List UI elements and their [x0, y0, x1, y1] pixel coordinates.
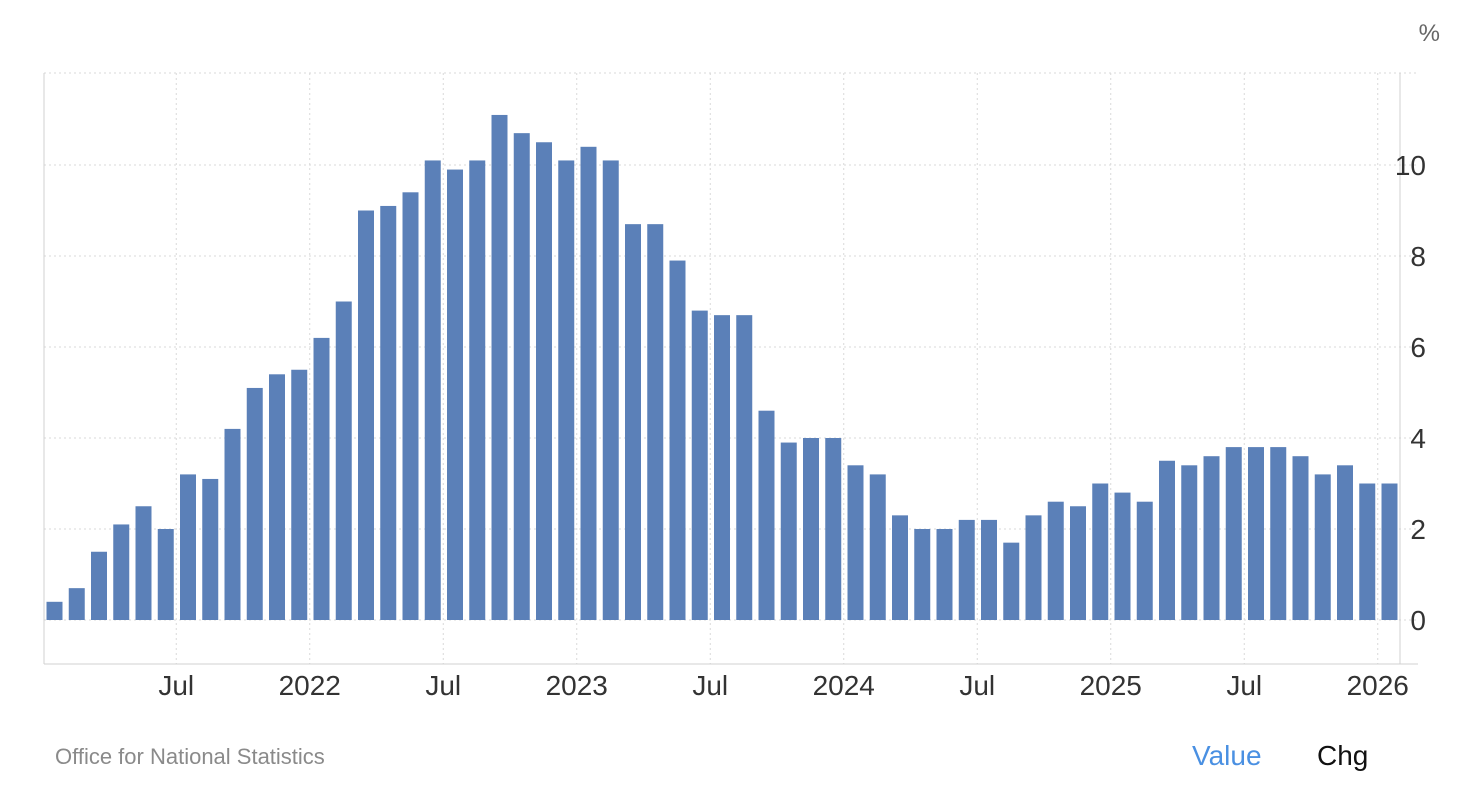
bar-42: [981, 519, 997, 620]
bar-4: [135, 506, 152, 620]
bar-49: [1136, 501, 1153, 620]
bar-53: [1225, 447, 1242, 620]
bar-1: [68, 588, 85, 620]
bar-7: [202, 478, 219, 620]
bar-40: [936, 529, 953, 620]
bar-17: [424, 160, 441, 620]
bar-5: [157, 529, 174, 620]
bar-55: [1270, 447, 1287, 620]
bar-11: [291, 369, 308, 620]
bar-54: [1248, 447, 1264, 620]
bar-33: [780, 442, 797, 620]
bar-26: [625, 224, 641, 620]
bar-22: [536, 142, 552, 620]
bar-56: [1292, 456, 1309, 620]
bar-13: [335, 301, 352, 620]
bar-51: [1181, 465, 1198, 620]
bar-6: [180, 474, 196, 620]
bar-14: [358, 210, 374, 620]
bar-29: [691, 310, 708, 620]
bar-0: [46, 601, 63, 620]
bar-37: [869, 474, 886, 620]
bar-18: [447, 169, 463, 621]
bar-43: [1003, 542, 1020, 620]
y-tick-label-6: 6: [1410, 332, 1426, 363]
bar-47: [1092, 483, 1109, 620]
bar-20: [491, 114, 508, 620]
bar-15: [380, 205, 397, 620]
bar-30: [714, 315, 730, 620]
axes: [43, 73, 1418, 665]
x-tick-label-35: 2024: [813, 670, 875, 701]
bar-50: [1159, 460, 1175, 620]
x-axis-tick-labels: Jul 2022 Jul 2023 Jul 2024 Jul 2025 Jul 2026: [158, 670, 1409, 701]
bar-12: [313, 337, 330, 620]
bar-23: [558, 160, 575, 620]
bar-9: [246, 387, 263, 620]
source-credit: Office for National Statistics: [55, 744, 325, 769]
bar-52: [1203, 456, 1220, 620]
bar-58: [1337, 465, 1353, 620]
bar-24: [580, 146, 597, 621]
bar-27: [647, 224, 664, 620]
bar-3: [113, 524, 130, 620]
bar-41: [958, 519, 975, 620]
bar-59: [1359, 483, 1376, 620]
x-tick-label-29: Jul: [692, 670, 728, 701]
x-tick-label-53: Jul: [1226, 670, 1262, 701]
bar-19: [469, 160, 486, 620]
bar-series: [46, 114, 1398, 621]
value-toggle-button[interactable]: Value: [1192, 740, 1262, 771]
bar-60: [1381, 483, 1398, 620]
bar-36: [847, 465, 864, 620]
bar-31: [736, 315, 753, 620]
bar-48: [1114, 492, 1131, 620]
bar-57: [1314, 474, 1331, 620]
bar-28: [669, 260, 686, 620]
y-tick-label-2: 2: [1410, 514, 1426, 545]
y-tick-label-8: 8: [1410, 241, 1426, 272]
y-tick-label-4: 4: [1410, 423, 1426, 454]
bar-8: [224, 428, 241, 620]
bar-16: [402, 192, 419, 621]
bar-34: [803, 438, 819, 620]
y-axis-tick-labels: 0 2 4 6 8 10: [1395, 150, 1426, 636]
bar-46: [1070, 506, 1086, 620]
bar-35: [825, 438, 842, 620]
x-tick-label-5: Jul: [158, 670, 194, 701]
x-tick-label-59: 2026: [1347, 670, 1409, 701]
x-tick-label-11: 2022: [279, 670, 341, 701]
y-tick-label-0: 0: [1410, 605, 1426, 636]
bar-44: [1025, 515, 1042, 620]
bar-32: [758, 410, 775, 620]
y-tick-label-10: 10: [1395, 150, 1426, 181]
x-tick-label-17: Jul: [425, 670, 461, 701]
x-tick-label-47: 2025: [1080, 670, 1142, 701]
bar-39: [914, 529, 931, 620]
bar-38: [892, 515, 908, 620]
bar-45: [1047, 501, 1064, 620]
x-tick-label-23: 2023: [546, 670, 608, 701]
x-tick-label-41: Jul: [959, 670, 995, 701]
bar-21: [513, 133, 530, 620]
y-axis-unit-label: %: [1419, 20, 1440, 47]
bar-2: [91, 551, 107, 620]
bar-10: [269, 374, 285, 620]
change-toggle-button[interactable]: Chg: [1317, 740, 1369, 771]
bar-25: [602, 160, 619, 620]
